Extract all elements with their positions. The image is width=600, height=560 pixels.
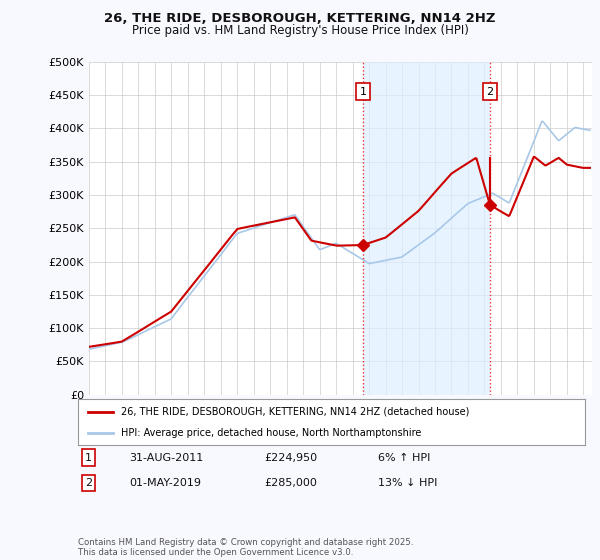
Text: 6% ↑ HPI: 6% ↑ HPI	[378, 452, 430, 463]
Text: 1: 1	[360, 87, 367, 96]
Text: 31-AUG-2011: 31-AUG-2011	[129, 452, 203, 463]
Text: Price paid vs. HM Land Registry's House Price Index (HPI): Price paid vs. HM Land Registry's House …	[131, 24, 469, 36]
Bar	[363, 62, 490, 395]
Text: 2: 2	[487, 87, 493, 96]
Text: 26, THE RIDE, DESBOROUGH, KETTERING, NN14 2HZ (detached house): 26, THE RIDE, DESBOROUGH, KETTERING, NN1…	[121, 407, 469, 417]
Text: HPI: Average price, detached house, North Northamptonshire: HPI: Average price, detached house, Nort…	[121, 428, 421, 438]
Text: 26, THE RIDE, DESBOROUGH, KETTERING, NN14 2HZ: 26, THE RIDE, DESBOROUGH, KETTERING, NN1…	[104, 12, 496, 25]
Text: £285,000: £285,000	[264, 478, 317, 488]
Text: £224,950: £224,950	[264, 452, 317, 463]
Text: 01-MAY-2019: 01-MAY-2019	[129, 478, 201, 488]
Text: Contains HM Land Registry data © Crown copyright and database right 2025.
This d: Contains HM Land Registry data © Crown c…	[78, 538, 413, 557]
Text: 1: 1	[85, 452, 92, 463]
Text: 13% ↓ HPI: 13% ↓ HPI	[378, 478, 437, 488]
Text: 2: 2	[85, 478, 92, 488]
